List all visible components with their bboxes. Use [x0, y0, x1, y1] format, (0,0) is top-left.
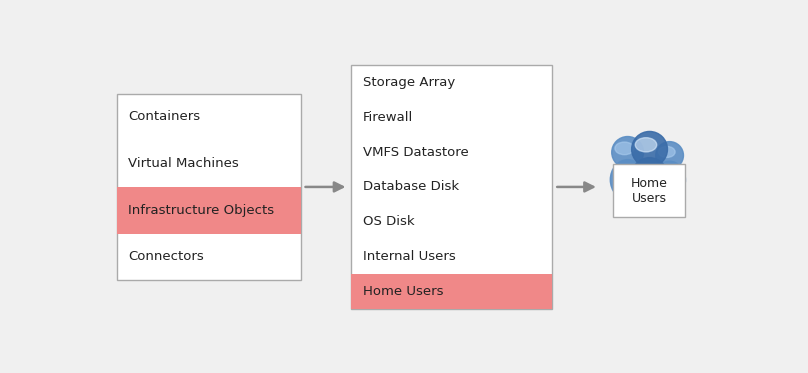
Ellipse shape: [612, 137, 643, 168]
Ellipse shape: [635, 138, 657, 152]
Text: Containers: Containers: [128, 110, 200, 123]
FancyBboxPatch shape: [613, 164, 685, 217]
Ellipse shape: [658, 168, 674, 181]
Ellipse shape: [647, 195, 662, 215]
FancyBboxPatch shape: [116, 187, 301, 233]
Ellipse shape: [610, 160, 645, 200]
Ellipse shape: [638, 195, 652, 215]
Ellipse shape: [656, 142, 684, 169]
Text: VMFS Datastore: VMFS Datastore: [363, 145, 469, 159]
FancyBboxPatch shape: [351, 65, 552, 309]
Ellipse shape: [668, 193, 680, 209]
Text: Home
Users: Home Users: [631, 176, 667, 204]
Ellipse shape: [659, 147, 675, 157]
Text: Infrastructure Objects: Infrastructure Objects: [128, 204, 274, 217]
Text: Internal Users: Internal Users: [363, 250, 456, 263]
Text: Database Disk: Database Disk: [363, 181, 459, 194]
Ellipse shape: [615, 167, 632, 181]
Text: Firewall: Firewall: [363, 111, 413, 124]
Text: Virtual Machines: Virtual Machines: [128, 157, 238, 170]
Ellipse shape: [617, 194, 629, 211]
Ellipse shape: [615, 142, 634, 155]
FancyBboxPatch shape: [351, 274, 552, 309]
Ellipse shape: [660, 193, 671, 209]
Text: Storage Array: Storage Array: [363, 76, 455, 89]
Ellipse shape: [630, 158, 669, 203]
Ellipse shape: [635, 166, 654, 181]
Ellipse shape: [625, 194, 638, 211]
Ellipse shape: [654, 161, 685, 198]
Ellipse shape: [632, 131, 667, 167]
Text: Home Users: Home Users: [363, 285, 444, 298]
Text: Connectors: Connectors: [128, 250, 204, 263]
Text: OS Disk: OS Disk: [363, 215, 415, 228]
FancyBboxPatch shape: [116, 94, 301, 280]
